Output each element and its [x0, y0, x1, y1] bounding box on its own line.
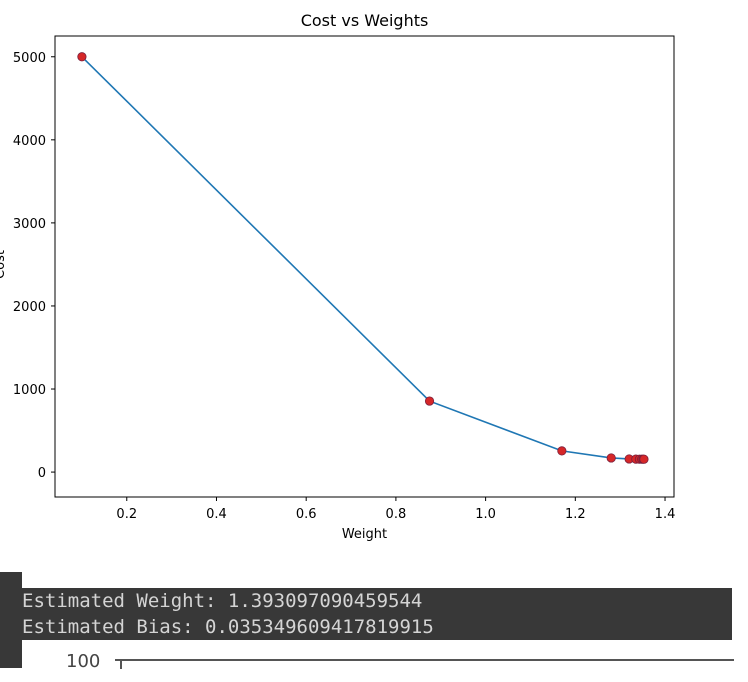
- estimated-weight-text: Estimated Weight: 1.393097090459544: [22, 590, 423, 612]
- y-tick-label: 0: [38, 466, 46, 481]
- data-point: [606, 453, 616, 463]
- data-point: [77, 52, 87, 62]
- partial-axis-corner: [120, 659, 122, 669]
- y-tick-label: 1000: [13, 383, 46, 398]
- x-tick-label: 0.8: [386, 507, 407, 522]
- x-tick-label: 0.6: [296, 507, 317, 522]
- data-point: [639, 454, 649, 464]
- y-tick-label: 3000: [13, 217, 46, 232]
- chart-title: Cost vs Weights: [301, 11, 429, 30]
- plot-frame: [54, 35, 675, 498]
- partial-y-tick-label: 100: [66, 651, 101, 672]
- x-tick-label: 1.0: [475, 507, 496, 522]
- partial-next-chart: 100: [22, 650, 748, 672]
- cell-output-panel: Estimated Weight: 1.393097090459544 Esti…: [0, 572, 748, 672]
- y-axis-label: Cost: [0, 250, 8, 279]
- data-point: [424, 396, 435, 406]
- y-tick-label: 5000: [13, 51, 46, 66]
- output-text-box: Estimated Weight: 1.393097090459544 Esti…: [22, 588, 732, 640]
- x-axis-label: Weight: [342, 527, 387, 542]
- x-tick-label: 0.4: [206, 507, 227, 522]
- partial-y-tick: [115, 659, 121, 661]
- partial-axis-line: [122, 659, 734, 661]
- y-tick-label: 4000: [13, 134, 46, 149]
- y-tick-label: 2000: [13, 300, 46, 315]
- x-tick-label: 1.4: [655, 507, 676, 522]
- x-tick-label: 1.2: [565, 507, 586, 522]
- output-gutter: [0, 572, 22, 668]
- cost-line: [81, 56, 644, 461]
- x-tick-label: 0.2: [116, 507, 137, 522]
- estimated-bias-text: Estimated Bias: 0.035349609417819915: [22, 616, 434, 638]
- data-point: [557, 446, 567, 456]
- cost-vs-weights-chart: Cost vs Weights 0.2 0.4 0.6 0.8 1.0 1.2 1.4 0 100…: [0, 11, 676, 542]
